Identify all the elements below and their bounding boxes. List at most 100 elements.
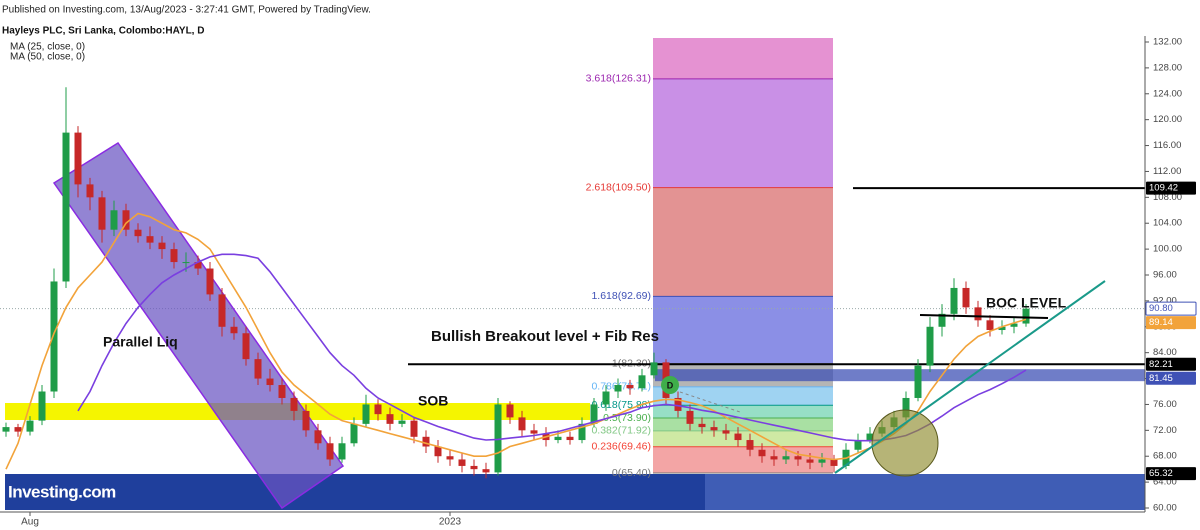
fib-band xyxy=(653,38,833,79)
candle-body xyxy=(650,362,658,376)
candle-body xyxy=(350,423,358,444)
price-tag xyxy=(1146,181,1196,195)
annotations: Parallel Liq SOB Bullish Breakout level … xyxy=(103,295,1067,409)
candle-body xyxy=(554,436,562,441)
candle-body xyxy=(698,423,706,428)
fib-label: 0.382(71.92) xyxy=(591,425,651,437)
candle-body xyxy=(98,197,106,230)
y-tick-label: 72.00 xyxy=(1153,425,1177,436)
candle-body xyxy=(86,184,94,198)
candle-body xyxy=(62,132,70,282)
candle-body xyxy=(182,262,190,264)
candle-body xyxy=(746,440,754,450)
candle-body xyxy=(38,391,46,421)
fib-label: 0.236(69.46) xyxy=(591,441,651,453)
d-marker xyxy=(661,376,679,394)
annotation: Bullish Breakout level + Fib Res xyxy=(431,328,659,345)
y-tick-label: 76.00 xyxy=(1153,399,1177,410)
price-tag xyxy=(1146,357,1196,371)
candle-body xyxy=(374,404,382,415)
candle-body xyxy=(194,262,202,269)
candle-body xyxy=(686,410,694,424)
candle-body xyxy=(2,427,10,432)
y-tick-label: 96.00 xyxy=(1153,270,1177,281)
candle-body xyxy=(110,210,118,230)
candle-body xyxy=(206,268,214,295)
candle-body xyxy=(482,469,490,473)
candle-body xyxy=(806,459,814,463)
fib-band xyxy=(653,430,833,447)
price-tag-label: 90.80 xyxy=(1149,303,1173,314)
candle-body xyxy=(26,420,34,432)
price-tag-label: 109.42 xyxy=(1149,183,1178,194)
demand-zone-extension xyxy=(705,474,1145,510)
x-tick-label: 2023 xyxy=(439,517,462,528)
candle-body xyxy=(998,326,1006,331)
dashed-path xyxy=(679,391,741,413)
candle-body xyxy=(122,210,130,230)
candle-body xyxy=(362,404,370,424)
candle-body xyxy=(242,333,250,360)
axes: 132.00 128.00 124.00 120.00 116.00 112.00 108.… xyxy=(21,37,1197,528)
candle-body xyxy=(710,427,718,431)
candle-body xyxy=(398,420,406,424)
published-note: Published on Investing.com, 13/Aug/2023 … xyxy=(2,5,371,16)
candle-body xyxy=(518,417,526,431)
annotation: Parallel Liq xyxy=(103,334,178,350)
fib-label: 1.618(92.69) xyxy=(591,290,651,302)
fib-label: 2.618(109.50) xyxy=(586,181,651,193)
price-axis-bg xyxy=(1145,36,1200,530)
candle-body xyxy=(494,404,502,473)
price-tag-label: 81.45 xyxy=(1149,373,1173,384)
annotation: SOB xyxy=(418,393,448,409)
fib-band xyxy=(653,187,833,297)
indicator-lines xyxy=(5,212,1027,470)
fib-band xyxy=(653,296,833,364)
y-tick-label: 132.00 xyxy=(1153,37,1182,48)
price-tag-label: 82.21 xyxy=(1149,359,1173,370)
y-tick-label: 60.00 xyxy=(1153,503,1177,514)
candle-body xyxy=(722,430,730,434)
fib-band xyxy=(653,446,833,474)
candle-body xyxy=(146,236,154,243)
demand-zone xyxy=(5,474,705,510)
candle-body xyxy=(794,456,802,460)
candle-body xyxy=(782,456,790,460)
candle-body xyxy=(758,449,766,457)
fib-band xyxy=(653,418,833,431)
candle-body xyxy=(962,287,970,308)
price-tag xyxy=(1146,467,1196,481)
price-tag xyxy=(1146,371,1196,385)
candle-body xyxy=(422,436,430,447)
price-tag-label: 89.14 xyxy=(1149,317,1173,328)
indicator-legend: MA (25, close, 0) xyxy=(10,42,85,53)
fib-label: 3.618(126.31) xyxy=(586,73,651,85)
y-tick-label: 64.00 xyxy=(1153,477,1177,488)
candle-body xyxy=(1022,308,1030,324)
candle-body xyxy=(590,404,598,424)
candle-body xyxy=(614,385,622,392)
x-tick-label: Aug xyxy=(21,517,39,528)
candle-body xyxy=(74,132,82,185)
candle-body xyxy=(302,410,310,431)
candle-body xyxy=(866,433,874,441)
candle-body xyxy=(134,229,142,237)
y-tick-label: 104.00 xyxy=(1153,218,1182,229)
fib-band xyxy=(653,78,833,188)
logo: Investing.com xyxy=(8,482,116,501)
candle-body xyxy=(230,326,238,334)
price-tag-label: 65.32 xyxy=(1149,468,1173,479)
highlight-circle xyxy=(871,409,939,477)
candle-body xyxy=(950,287,958,314)
y-tick-label: 108.00 xyxy=(1153,192,1182,203)
candle-body xyxy=(902,397,910,418)
candle-body xyxy=(830,459,838,466)
candle-body xyxy=(290,397,298,411)
y-tick-label: 116.00 xyxy=(1153,140,1181,151)
candle-body xyxy=(458,459,466,466)
candle-body xyxy=(410,420,418,437)
candle-body xyxy=(158,242,166,250)
y-tick-label: 92.00 xyxy=(1153,295,1177,306)
y-tick-label: 124.00 xyxy=(1153,88,1182,99)
